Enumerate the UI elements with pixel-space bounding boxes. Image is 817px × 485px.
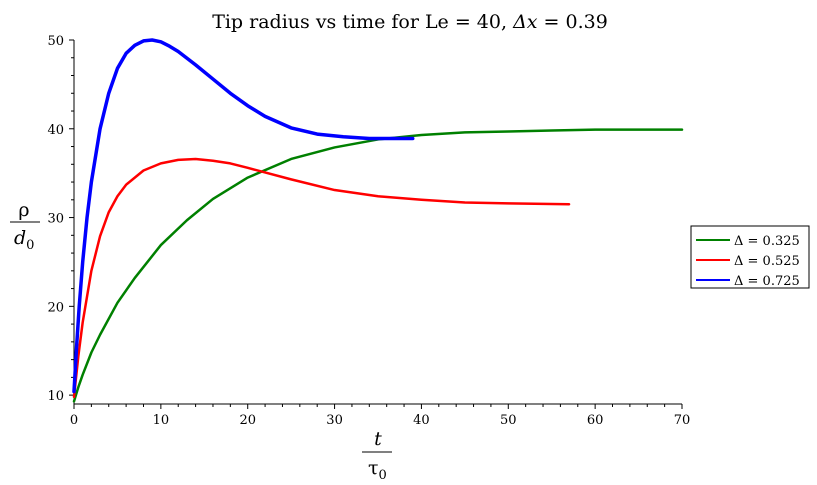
chart-title: Tip radius vs time for Le = 40, Δx = 0.3… (212, 11, 608, 33)
x-axis-label-numerator: t (374, 428, 382, 450)
x-tick-label: 10 (153, 413, 170, 428)
legend-label-3: Δ = 0.725 (734, 274, 800, 289)
y-tick-label: 30 (47, 212, 64, 227)
x-axis-label: t τ0 (362, 428, 392, 483)
series-lines (72, 38, 684, 403)
chart-title-var: Δx (512, 11, 538, 33)
x-tick-label: 20 (239, 413, 256, 428)
x-tick-label: 30 (326, 413, 343, 428)
y-tick-label: 10 (47, 389, 64, 404)
y-tick-label: 20 (47, 300, 64, 315)
chart-title-prefix: Tip radius vs time for Le = 40, (212, 11, 513, 33)
y-axis-label-denominator: d0 (14, 227, 34, 253)
x-tick-label: 40 (413, 413, 430, 428)
x-tick-label: 0 (70, 413, 78, 428)
y-tick-label: 50 (47, 34, 64, 49)
legend-label-2: Δ = 0.525 (734, 254, 800, 269)
x-tick-label: 70 (674, 413, 691, 428)
x-tick-label: 50 (500, 413, 517, 428)
x-tick-label: 60 (587, 413, 604, 428)
y-axis-label-numerator: ρ (18, 199, 29, 221)
legend: Δ = 0.325 Δ = 0.525 Δ = 0.725 (690, 225, 810, 289)
y-axis-label: ρ d0 (10, 199, 40, 253)
svg-text:Tip radius vs time for Le = 40: Tip radius vs time for Le = 40, Δx = 0.3… (212, 11, 608, 33)
series-line-1 (72, 128, 684, 403)
legend-label-1: Δ = 0.325 (734, 234, 800, 249)
axes (73, 40, 682, 405)
x-axis-label-denominator: τ0 (368, 457, 387, 483)
chart-title-suffix: = 0.39 (538, 11, 608, 33)
series-line-2 (72, 157, 571, 399)
y-tick-label: 40 (47, 123, 64, 138)
series-line-3 (72, 38, 415, 394)
legend-box (690, 225, 810, 289)
ticks: 0 10 20 30 40 50 60 70 10 20 30 40 50 (47, 34, 690, 428)
